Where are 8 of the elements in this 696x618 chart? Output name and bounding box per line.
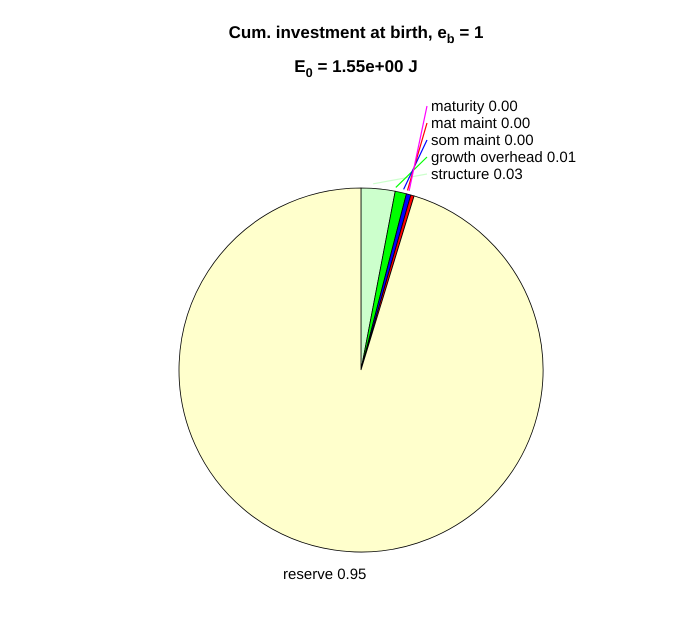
slice-label: growth overhead 0.01 bbox=[431, 149, 576, 166]
slice-label: reserve 0.95 bbox=[283, 566, 366, 584]
slice-label: mat maint 0.00 bbox=[431, 115, 530, 132]
chart-title: Cum. investment at birth, e$_{b}$ = 1 bbox=[228, 23, 484, 46]
chart-subtitle: E$_{0}$ = 1.55e+00 J bbox=[294, 57, 418, 80]
slice-label: som maint 0.00 bbox=[431, 132, 534, 149]
slice-label: structure 0.03 bbox=[431, 166, 523, 183]
category-label: maturity 0.00 bbox=[431, 98, 518, 115]
